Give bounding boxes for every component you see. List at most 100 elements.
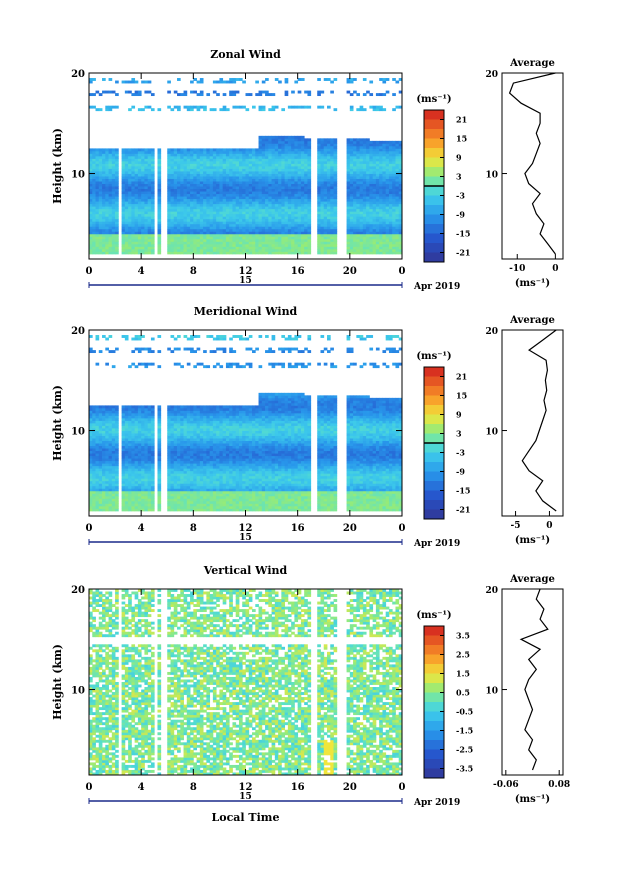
heatmap-cell	[304, 105, 308, 109]
heatmap-cell	[385, 243, 390, 247]
heatmap-cell	[98, 236, 103, 240]
heatmap-cell	[353, 248, 357, 252]
heatmap-cell	[137, 440, 142, 444]
heatmap-cell	[255, 178, 259, 182]
heatmap-cell	[232, 173, 237, 177]
heatmap-cell	[284, 178, 289, 182]
heatmap-cell	[317, 193, 321, 197]
heatmap-cell	[238, 226, 243, 230]
heatmap-cell	[268, 238, 272, 242]
heatmap-cell	[102, 335, 106, 338]
heatmap-cell	[366, 211, 370, 215]
heatmap-cell	[196, 108, 201, 112]
heatmap-cell	[333, 173, 338, 177]
heatmap-cell	[356, 188, 361, 192]
heatmap-cell	[105, 500, 109, 504]
heatmap-cell	[167, 188, 171, 192]
heatmap-cell	[150, 337, 155, 341]
heatmap-cell	[147, 478, 152, 482]
heatmap-cell	[190, 105, 194, 109]
heatmap-cell	[167, 223, 171, 227]
colorbar-tick-label: 3	[456, 172, 462, 182]
heatmap-cell	[124, 236, 129, 240]
heatmap-cell	[157, 445, 162, 449]
heatmap-cell	[372, 168, 377, 172]
heatmap-cell	[304, 196, 308, 200]
heatmap-cell	[212, 236, 217, 240]
heatmap-cell	[134, 191, 139, 195]
heatmap-cell	[150, 163, 155, 167]
heatmap-cell	[183, 201, 188, 205]
heatmap-cell	[193, 206, 197, 210]
heatmap-cell	[327, 186, 331, 190]
heatmap-cell	[362, 93, 367, 97]
heatmap-cell	[134, 251, 139, 255]
heatmap-cell	[278, 178, 282, 182]
heatmap-cell	[92, 158, 96, 162]
heatmap-cell	[89, 335, 93, 338]
heatmap-cell	[252, 188, 256, 192]
heatmap-cell	[108, 508, 113, 512]
heatmap-cell	[144, 428, 149, 431]
heatmap-cell	[349, 248, 354, 252]
heatmap-cell	[170, 155, 175, 159]
heatmap-cell	[102, 505, 106, 509]
heatmap-cell	[216, 211, 220, 215]
heatmap-cell	[134, 246, 139, 250]
heatmap-cell	[300, 135, 305, 139]
heatmap-cell	[131, 440, 136, 444]
heatmap-cell	[229, 93, 233, 97]
heatmap-cell	[242, 238, 246, 242]
heatmap-cell	[349, 143, 354, 147]
heatmap-cell	[304, 183, 308, 187]
heatmap-cell	[392, 198, 396, 202]
heatmap-cell	[307, 226, 312, 230]
heatmap-cell	[323, 181, 328, 184]
heatmap-cell	[398, 246, 403, 250]
heatmap-cell	[102, 412, 106, 416]
heatmap-cell	[304, 90, 308, 94]
heatmap-cell	[137, 108, 142, 112]
heatmap-cell	[274, 193, 279, 197]
heatmap-cell	[186, 201, 191, 205]
heatmap-cell	[134, 433, 139, 436]
heatmap-cell	[258, 155, 263, 159]
heatmap-cell	[157, 166, 162, 169]
heatmap-cell	[134, 337, 139, 341]
heatmap-cell	[141, 228, 145, 232]
heatmap-cell	[362, 188, 367, 192]
heatmap-cell	[147, 505, 152, 509]
heatmap-cell	[327, 150, 331, 154]
heatmap-cell	[131, 443, 136, 447]
heatmap-cell	[304, 248, 308, 252]
heatmap-cell	[385, 241, 390, 245]
heatmap-cell	[232, 188, 237, 192]
heatmap-cell	[92, 415, 96, 419]
heatmap-cell	[92, 493, 96, 497]
heatmap-cell	[95, 188, 100, 192]
heatmap-cell	[167, 80, 171, 84]
heatmap-cell	[307, 208, 312, 212]
heatmap-cell	[225, 153, 230, 157]
heatmap-cell	[359, 206, 364, 210]
heatmap-cell	[330, 90, 334, 94]
heatmap-cell	[294, 203, 299, 207]
heatmap-cell	[124, 500, 129, 504]
heatmap-cell	[362, 163, 367, 167]
heatmap-cell	[304, 186, 308, 190]
heatmap-cell	[252, 153, 256, 157]
heatmap-cell	[92, 241, 96, 245]
heatmap-cell	[98, 198, 103, 202]
heatmap-cell	[242, 166, 246, 169]
heatmap-cell	[284, 173, 289, 177]
heatmap-cell	[323, 145, 328, 149]
heatmap-cell	[219, 108, 224, 112]
heatmap-cell	[294, 186, 299, 190]
heatmap-cell	[238, 243, 243, 247]
heatmap-cell	[222, 150, 227, 154]
heatmap-cell	[271, 221, 276, 225]
heatmap-cell	[173, 191, 178, 195]
heatmap-cell	[128, 503, 132, 507]
heatmap-cell	[144, 455, 149, 459]
heatmap-cell	[147, 188, 152, 192]
